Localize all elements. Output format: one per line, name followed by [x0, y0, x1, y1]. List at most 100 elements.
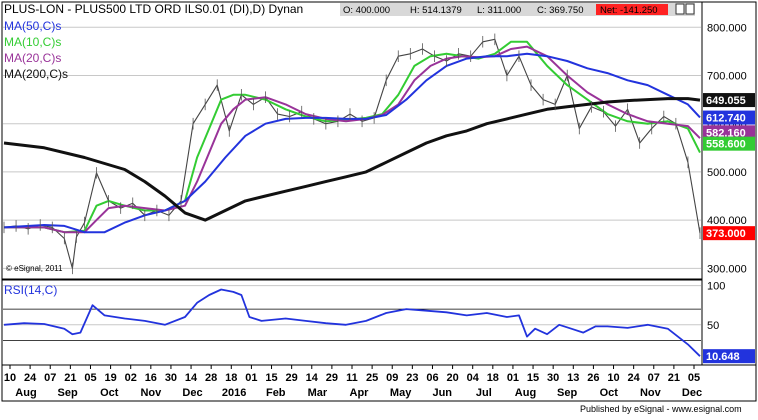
- month-label: Apr: [350, 387, 370, 399]
- month-labels: Aug Sep Oct Nov Dec 2016 Feb Mar Apr May Jun Jul Aug…: [15, 387, 702, 399]
- date-label: 19: [104, 372, 116, 384]
- window-button[interactable]: [675, 3, 685, 15]
- date-label: 11: [346, 372, 358, 384]
- price-badge: [703, 136, 755, 151]
- open-value: O: 400.000: [343, 5, 390, 16]
- window-button-2[interactable]: [685, 3, 695, 15]
- rsi-pane: [1, 279, 703, 366]
- high-value: H: 514.1379: [410, 5, 462, 16]
- date-label: 18: [487, 372, 499, 384]
- date-label: 07: [44, 372, 56, 384]
- date-label: 21: [64, 372, 76, 384]
- month-label: Sep: [557, 387, 577, 399]
- date-label: 16: [145, 372, 157, 384]
- date-label: 14: [185, 372, 198, 384]
- date-label: 13: [567, 372, 579, 384]
- date-label: 06: [426, 372, 438, 384]
- price-badge-label: 582.160: [706, 127, 746, 139]
- price-badge: [703, 93, 755, 108]
- rsi-line: [3, 288, 701, 357]
- rsi-badge-label: 10.648: [706, 351, 740, 363]
- date-axis: [1, 364, 757, 402]
- rsi-badge: [703, 349, 755, 364]
- price-tick-label: 700.000: [707, 71, 747, 83]
- date-label: 05: [688, 372, 700, 384]
- month-label: Dec: [182, 387, 202, 399]
- date-label: 10: [607, 372, 619, 384]
- month-label: Feb: [266, 387, 286, 399]
- date-label: 10: [4, 372, 16, 384]
- price-tick-label: 400.000: [707, 215, 747, 227]
- month-label: Jun: [432, 387, 452, 399]
- net-badge: [596, 4, 668, 15]
- date-label: 26: [587, 372, 599, 384]
- series-line-ma-200-c-s: [3, 97, 701, 222]
- series-line-close: [3, 38, 701, 269]
- month-label: Sep: [58, 387, 78, 399]
- date-label: 24: [628, 372, 641, 384]
- date-label: 01: [507, 372, 519, 384]
- month-label: Nov: [140, 387, 162, 399]
- date-labels: 10 24 07 21 05 19 02 16 30 14 28 18 01 15 29 14 29 11 25 09…: [4, 365, 700, 384]
- net-value: Net: -141.250: [600, 5, 658, 16]
- rsi-tick-label: 100: [707, 281, 725, 293]
- price-badge: [703, 226, 755, 241]
- legend-ma50: MA(50,C)s: [4, 19, 61, 33]
- month-label: Jul: [476, 387, 492, 399]
- date-label: 14: [306, 372, 319, 384]
- rsi-group: [3, 288, 701, 357]
- month-label: Nov: [640, 387, 662, 399]
- date-label: 30: [547, 372, 559, 384]
- price-badge-label: 558.600: [706, 139, 746, 151]
- month-label: May: [390, 387, 412, 399]
- month-label: Oct: [100, 387, 119, 399]
- date-label: 18: [225, 372, 237, 384]
- month-label: Aug: [515, 387, 536, 399]
- price-pane: [1, 1, 703, 280]
- month-label: Dec: [682, 387, 702, 399]
- date-label: 29: [286, 372, 298, 384]
- legend-ma200: MA(200,C)s: [4, 67, 68, 81]
- date-label: 20: [446, 372, 458, 384]
- date-label: 01: [245, 372, 257, 384]
- legend-ma10: MA(10,C)s: [4, 35, 61, 49]
- price-tick-label: 500.000: [707, 167, 747, 179]
- month-label: 2016: [222, 387, 246, 399]
- rsi-label: RSI(14,C): [4, 283, 57, 297]
- date-label: 02: [125, 372, 137, 384]
- series-group: [3, 33, 701, 275]
- rsi-tick-labels: 100 50: [707, 281, 725, 332]
- date-label: 25: [366, 372, 378, 384]
- month-label: Mar: [308, 387, 328, 399]
- low-value: L: 311.000: [477, 5, 521, 16]
- price-badge-label: 612.740: [706, 113, 746, 125]
- close-value: C: 369.750: [537, 5, 583, 16]
- date-label: 28: [205, 372, 217, 384]
- month-label: Aug: [15, 387, 36, 399]
- price-badge-label: 649.055: [706, 95, 746, 107]
- rsi-tick-label: 50: [707, 320, 719, 332]
- date-label: 07: [648, 372, 660, 384]
- date-label: 21: [668, 372, 680, 384]
- date-label: 05: [84, 372, 96, 384]
- date-label: 30: [165, 372, 177, 384]
- legend-ma20: MA(20,C)s: [4, 51, 61, 65]
- series-line-ma-50-c-s: [3, 52, 701, 234]
- date-label: 24: [24, 372, 37, 384]
- copyright-text: © eSignal, 2011: [6, 264, 63, 273]
- date-label: 15: [527, 372, 539, 384]
- chart-title: PLUS-LON - PLUS500 LTD ORD ILS0.01 (DI),…: [4, 2, 303, 16]
- footer-text: Published by eSignal - www.esignal.com: [580, 404, 742, 414]
- date-label: 29: [326, 372, 338, 384]
- price-badge-label: 373.000: [706, 228, 746, 240]
- price-badge: [703, 110, 755, 125]
- gridlines: [3, 26, 701, 341]
- price-badge: [703, 125, 755, 140]
- date-label: 09: [386, 372, 398, 384]
- price-tick-label: 800.000: [707, 22, 747, 34]
- month-label: Oct: [600, 387, 619, 399]
- date-label: 04: [467, 372, 480, 384]
